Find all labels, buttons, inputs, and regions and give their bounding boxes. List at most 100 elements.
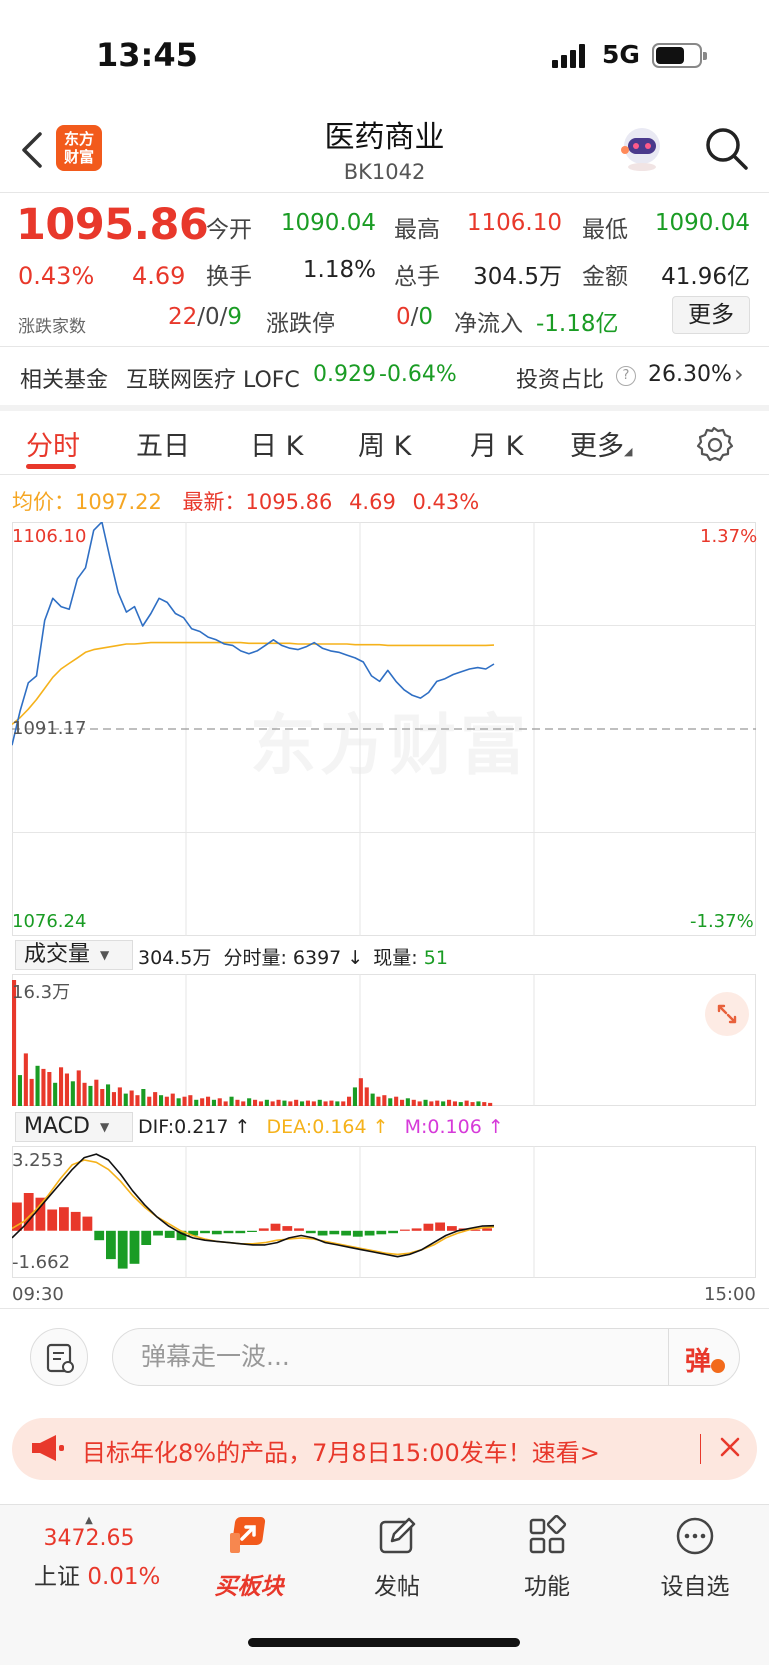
battery-icon bbox=[652, 43, 707, 68]
tab-more[interactable]: 更多◢ bbox=[570, 431, 633, 462]
volume-bar bbox=[470, 1102, 475, 1106]
brand-logo[interactable]: 东方 财富 bbox=[56, 125, 102, 171]
tab-monthly-k[interactable]: 月 K bbox=[470, 431, 524, 462]
tab-five-day[interactable]: 五日 bbox=[136, 431, 190, 462]
tab-daily-k[interactable]: 日 K bbox=[250, 431, 304, 462]
volume-bar bbox=[100, 1089, 105, 1106]
volume-bar bbox=[59, 1067, 64, 1106]
volume-bar bbox=[135, 1095, 140, 1106]
danmaku-send-button[interactable]: 弹 bbox=[668, 1328, 740, 1386]
promo-text: 目标年化8%的产品，7月8日15:00发车！速看> bbox=[82, 1439, 600, 1467]
volume-bar bbox=[229, 1096, 234, 1106]
volume-bar bbox=[200, 1098, 205, 1106]
netflow-label: 净流入 bbox=[454, 311, 523, 337]
volume-bar bbox=[435, 1100, 440, 1106]
volume-bar bbox=[300, 1101, 305, 1106]
volume-bar bbox=[305, 1100, 310, 1106]
volume-bar bbox=[394, 1096, 399, 1106]
promo-banner[interactable]: 目标年化8%的产品，7月8日15:00发车！速看> bbox=[12, 1418, 757, 1480]
more-button[interactable]: 更多 bbox=[672, 296, 750, 334]
volume-bar bbox=[488, 1102, 493, 1106]
macd-bar bbox=[176, 1230, 187, 1241]
volume-bar bbox=[329, 1100, 334, 1106]
volume-bar bbox=[217, 1098, 222, 1106]
header-divider bbox=[0, 192, 769, 193]
index-ticker[interactable]: ▲ 3472.65 上证 0.01% bbox=[34, 1515, 161, 1590]
danmaku-list-icon[interactable] bbox=[30, 1328, 88, 1386]
search-icon[interactable] bbox=[702, 124, 750, 172]
volume-bar bbox=[206, 1096, 211, 1106]
volume-bar bbox=[182, 1096, 187, 1106]
volume-bar bbox=[347, 1096, 352, 1106]
volume-bar bbox=[323, 1101, 328, 1106]
macd-bar bbox=[341, 1230, 351, 1236]
macd-bar bbox=[35, 1197, 46, 1231]
ratio-label: 投资占比 bbox=[516, 368, 605, 393]
latest-change: 4.69 bbox=[349, 490, 396, 514]
caret-up-icon: ▲ bbox=[85, 1515, 93, 1526]
macd-bar bbox=[247, 1230, 257, 1232]
volume-bar bbox=[88, 1085, 93, 1106]
back-button[interactable] bbox=[14, 128, 54, 172]
bottom-nav: ▲ 3472.65 上证 0.01% 买板块 发帖 功能 设自选 bbox=[0, 1504, 769, 1665]
chart-base-price: 1091.17 bbox=[12, 718, 87, 739]
gear-icon[interactable] bbox=[694, 424, 734, 464]
nav-add-watchlist[interactable]: 设自选 bbox=[640, 1515, 750, 1601]
related-fund-row[interactable]: 相关基金 互联网医疗 LOFC 0.929 -0.64% 投资占比 ? 26.3… bbox=[0, 346, 769, 406]
tab-weekly-k[interactable]: 周 K bbox=[358, 431, 412, 462]
macd-bar bbox=[258, 1228, 269, 1231]
volume-bar bbox=[17, 1075, 22, 1106]
volume-bar bbox=[352, 1087, 357, 1106]
dif-line bbox=[12, 1153, 495, 1258]
volume-bar bbox=[258, 1101, 263, 1106]
volume-bar bbox=[82, 1082, 87, 1106]
tab-intraday[interactable]: 分时 bbox=[26, 431, 80, 462]
volume-bar bbox=[47, 1072, 52, 1106]
time-end: 15:00 bbox=[704, 1284, 756, 1305]
volume-bar bbox=[388, 1098, 393, 1106]
time-start: 09:30 bbox=[12, 1284, 64, 1305]
volume-bar bbox=[376, 1096, 381, 1106]
volume-bar bbox=[41, 1068, 46, 1106]
more-dots-icon bbox=[676, 1517, 714, 1555]
volume-label: 总手 bbox=[394, 264, 440, 290]
volume-bar bbox=[253, 1099, 258, 1106]
volume-bar bbox=[464, 1100, 469, 1106]
macd-bar bbox=[223, 1230, 234, 1234]
dea-line bbox=[12, 1159, 495, 1256]
signal-icon bbox=[552, 60, 558, 68]
current-price: 1095.86 bbox=[16, 200, 209, 250]
volume-bar bbox=[417, 1101, 422, 1106]
volume-chart bbox=[12, 974, 535, 1106]
open-label: 今开 bbox=[206, 217, 252, 243]
adv-decl-label: 涨跌家数 bbox=[18, 317, 86, 337]
turnover-value: 1.18% bbox=[302, 257, 376, 283]
help-icon[interactable]: ? bbox=[616, 366, 636, 386]
macd-bar bbox=[294, 1228, 304, 1231]
volume-bar bbox=[111, 1092, 116, 1106]
netflow-value: -1.18亿 bbox=[536, 311, 619, 337]
nav-buy-board[interactable]: 买板块 bbox=[194, 1515, 304, 1601]
indicator-select-volume[interactable]: 成交量 ▼ bbox=[15, 940, 133, 970]
grid-icon bbox=[529, 1514, 567, 1554]
chart-bottom-price: 1076.24 bbox=[12, 911, 87, 932]
expand-icon[interactable] bbox=[705, 992, 749, 1036]
volume-info: 304.5万 分时量: 6397 ↓ 现量: 51 bbox=[138, 947, 448, 969]
amount-value: 41.96亿 bbox=[661, 264, 750, 290]
home-indicator bbox=[248, 1638, 520, 1647]
robot-assistant-icon[interactable] bbox=[616, 124, 668, 172]
macd-bar bbox=[423, 1223, 434, 1231]
turnover-label: 换手 bbox=[206, 264, 252, 290]
low-value: 1090.04 bbox=[654, 210, 750, 236]
macd-bar bbox=[141, 1230, 152, 1245]
volume-bar bbox=[452, 1101, 457, 1106]
close-icon[interactable] bbox=[714, 1431, 746, 1463]
avg-price-line bbox=[12, 641, 495, 726]
macd-bar bbox=[59, 1207, 69, 1231]
volume-bar bbox=[358, 1078, 363, 1106]
danmaku-input[interactable]: 弹幕走一波... bbox=[112, 1328, 668, 1386]
nav-post[interactable]: 发帖 bbox=[342, 1515, 452, 1601]
nav-functions[interactable]: 功能 bbox=[492, 1514, 602, 1601]
indicator-select-macd[interactable]: MACD ▼ bbox=[15, 1112, 133, 1142]
